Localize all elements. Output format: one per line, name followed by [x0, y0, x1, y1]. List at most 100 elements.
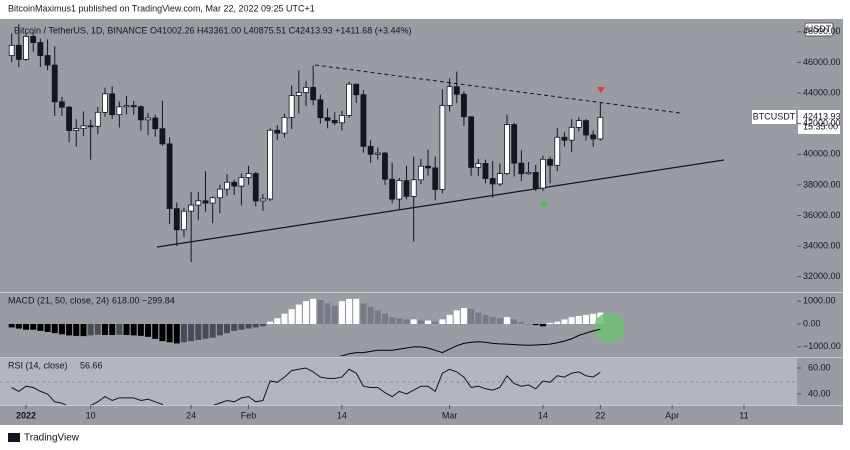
y-tick-label: 34000.00 [803, 240, 841, 250]
candle-body [288, 95, 295, 118]
macd-bar [267, 321, 274, 324]
candle-body [439, 105, 446, 190]
macd-bar [346, 298, 353, 324]
x-tick-label: Apr [665, 410, 679, 420]
macd-bar [259, 323, 266, 327]
macd-bar [224, 323, 231, 334]
macd-bar [381, 313, 388, 324]
macd-bar [403, 319, 410, 324]
macd-bar [101, 323, 108, 335]
candle-body [37, 42, 44, 56]
brand-name: TradingView [24, 433, 80, 444]
candle-body [245, 173, 252, 178]
candle-body [403, 180, 410, 197]
candle-body [317, 99, 324, 119]
candle-body [389, 178, 396, 200]
macd-bar [561, 319, 568, 324]
x-tick-label: 24 [186, 410, 196, 420]
macd-bar [80, 323, 87, 337]
macd-bar [130, 323, 137, 336]
candle-body [51, 64, 58, 103]
macd-line [338, 328, 601, 356]
macd-bar [475, 312, 482, 324]
macd-bar [15, 323, 22, 329]
macd-bar [525, 323, 532, 325]
macd-bar [425, 320, 432, 324]
candle-body [525, 172, 532, 175]
candle-body [216, 188, 223, 199]
candle-body [547, 158, 553, 166]
macd-bar [453, 310, 460, 324]
candle-body [23, 36, 29, 60]
candle-body [597, 116, 604, 140]
candle-body [252, 173, 259, 202]
x-tick-label: 14 [337, 410, 347, 420]
x-tick-label: 10 [86, 410, 96, 420]
price-symbol-box [752, 110, 796, 124]
candle-body [66, 106, 72, 131]
macd-bar [94, 323, 101, 335]
candle-body [432, 167, 439, 190]
price-value: 42413.93 [803, 111, 841, 121]
candle-body [310, 87, 317, 101]
macd-bar [116, 323, 123, 335]
bullish-marker [540, 200, 548, 206]
candle-body [59, 101, 65, 108]
candle-body [425, 165, 431, 169]
candle-body [496, 173, 503, 185]
macd-bar [137, 323, 144, 336]
macd-bar [295, 304, 302, 324]
macd-bar [58, 323, 65, 335]
candle-body [181, 210, 187, 231]
macd-bar [331, 305, 338, 324]
macd-bar [209, 323, 216, 338]
y-tick-label: 36000.00 [803, 210, 841, 220]
candle-body [30, 36, 37, 43]
macd-bar [288, 309, 295, 324]
candle-body [188, 204, 195, 212]
macd-bar [51, 323, 58, 334]
price-value-box [798, 110, 840, 134]
candle-body [202, 200, 209, 204]
candle-body [102, 93, 108, 113]
macd-bar [468, 309, 475, 324]
price-symbol: BTCUSDT [753, 111, 796, 121]
candle-body [295, 92, 302, 96]
candle-body [130, 105, 137, 108]
candle-body [145, 117, 151, 121]
candle-body [274, 129, 281, 134]
header-bar [0, 0, 850, 19]
macd-bar [245, 323, 252, 329]
candle-body [231, 181, 238, 187]
y-tick-label: 44000.00 [803, 87, 841, 97]
published-note: BitcoinMaximus1 published on TradingView… [8, 3, 315, 13]
candle-body [281, 116, 288, 134]
candle-body [152, 117, 159, 130]
macd-bar [504, 317, 511, 324]
candle-body [590, 134, 597, 140]
candle-body [260, 198, 266, 202]
macd-bar [389, 317, 396, 324]
candle-body [338, 115, 345, 124]
y-tick-label: 32000.00 [803, 271, 841, 281]
macd-bar [410, 319, 417, 324]
candle-body [137, 106, 144, 121]
x-tick-label: 2022 [16, 410, 36, 420]
candle-body [410, 179, 417, 197]
macd-bar [439, 319, 446, 324]
macd-bar [489, 317, 496, 324]
candle-body [331, 120, 338, 124]
y-tick-label: 46000.00 [803, 57, 841, 67]
macd-bar [460, 307, 467, 324]
macd-bar [338, 301, 345, 324]
macd-bar [417, 320, 424, 324]
rsi-line [11, 367, 601, 405]
candle-body [382, 152, 388, 180]
macd-bar [159, 323, 166, 342]
x-tick-label: Mar [442, 410, 458, 420]
macd-bar [180, 323, 187, 343]
macd-bar [231, 323, 238, 331]
candle-body [482, 163, 489, 179]
x-tick-label: 14 [538, 410, 548, 420]
